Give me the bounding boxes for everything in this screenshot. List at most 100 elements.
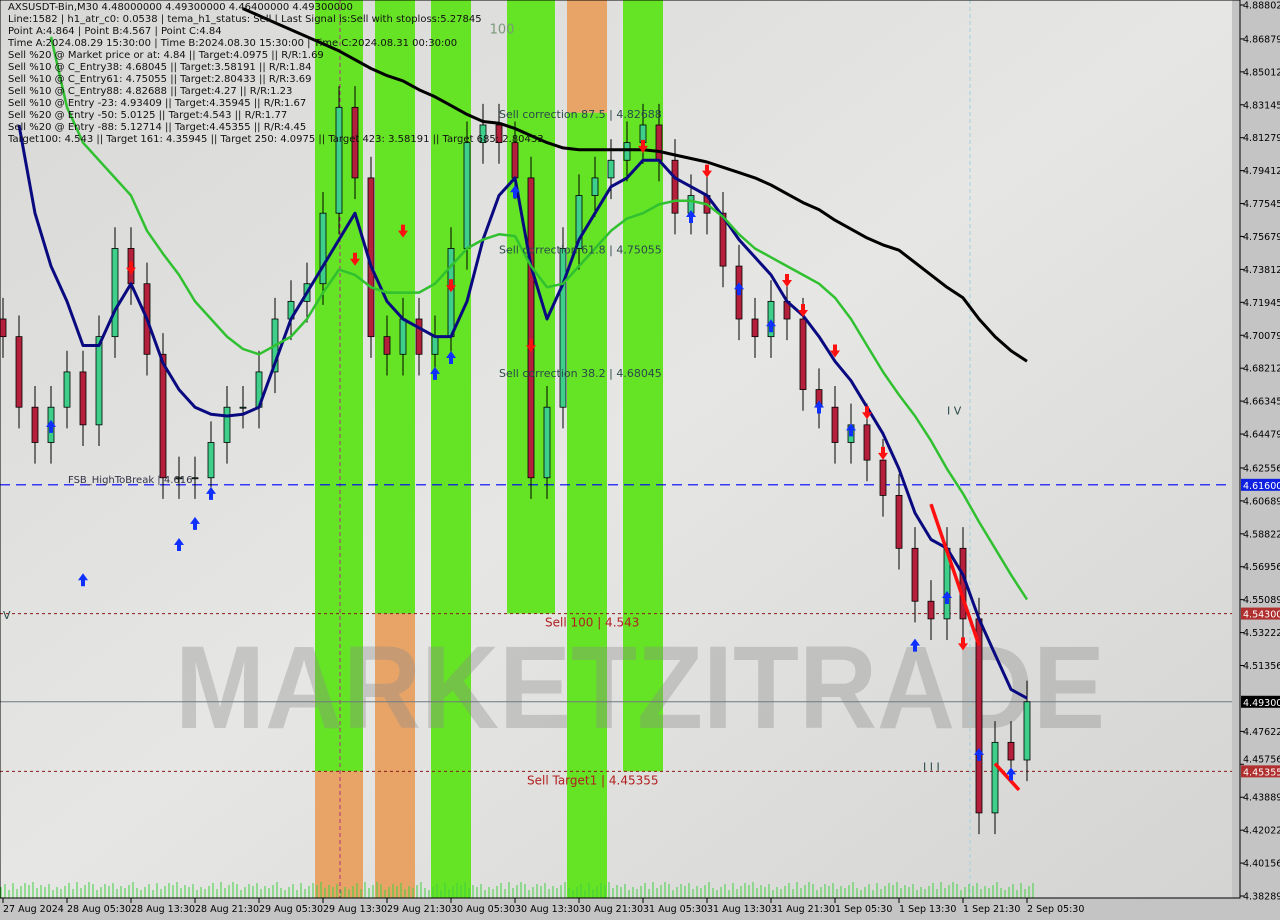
bearish-candle — [895, 495, 903, 549]
bearish-candle — [527, 177, 535, 479]
y-tick-label: 4.60689 — [1243, 496, 1280, 507]
info-line: Sell %10 @ C_Entry61: 4.75055 || Target:… — [8, 74, 312, 85]
bullish-candle — [191, 477, 199, 480]
bearish-candle — [911, 547, 919, 602]
bullish-candle — [575, 195, 583, 249]
bullish-candle — [431, 336, 439, 355]
signal-zone-green — [375, 0, 415, 614]
level-label: Sell 100 | 4.543 — [545, 616, 639, 630]
x-tick-label: 30 Aug 21:30 — [579, 904, 643, 915]
bullish-candle — [447, 248, 455, 338]
bullish-candle — [591, 177, 599, 196]
y-tick-label: 4.66345 — [1243, 397, 1280, 408]
price-tag-label: 4.49300 — [1243, 698, 1280, 709]
y-tick-label: 4.56956 — [1243, 562, 1280, 573]
y-tick-label: 4.64479 — [1243, 430, 1280, 441]
price-tag — [1241, 478, 1280, 491]
buy-arrow-icon — [174, 538, 184, 552]
bearish-candle — [0, 318, 7, 338]
signal-zone-orange — [567, 0, 607, 113]
bearish-candle — [975, 618, 983, 814]
y-tick-label: 4.47622 — [1243, 727, 1280, 738]
bearish-candle — [831, 406, 839, 443]
bearish-candle — [879, 459, 887, 496]
sell-arrow-icon — [526, 339, 536, 353]
bullish-candle — [63, 371, 71, 408]
bullish-candle — [559, 248, 567, 408]
y-tick-label: 4.71945 — [1243, 298, 1280, 309]
y-tick-label: 4.42022 — [1243, 826, 1280, 837]
x-tick-label: 31 Aug 13:30 — [707, 904, 771, 915]
info-line: Sell %10 @ Entry -23: 4.93409 || Target:… — [8, 98, 307, 109]
chart-header: AXSUSDT-Bin,M30 4.48000000 4.49300000 4.… — [8, 2, 353, 13]
sell-arrow-icon — [862, 406, 872, 420]
x-tick-label: 30 Aug 05:30 — [451, 904, 515, 915]
buy-arrow-icon — [510, 185, 520, 199]
plot-border — [0, 0, 1241, 899]
buy-arrow-icon — [686, 209, 696, 223]
y-tick-label: 4.45756 — [1243, 754, 1280, 765]
y-tick-label: 4.68212 — [1243, 364, 1280, 375]
x-tick-label: 29 Aug 05:30 — [259, 904, 323, 915]
buy-arrow-icon — [190, 516, 200, 530]
buy-arrow-icon — [446, 351, 456, 365]
bearish-candle — [751, 318, 759, 338]
green-ma-line — [49, 36, 1029, 601]
bearish-candle — [79, 371, 87, 426]
x-tick-label: 1 Sep 13:30 — [899, 904, 956, 915]
bullish-candle — [463, 142, 471, 249]
signal-zone-orange — [315, 771, 363, 898]
bullish-candle — [319, 212, 327, 285]
bearish-candle — [799, 318, 807, 390]
bullish-candle — [991, 741, 999, 814]
x-tick-label: 27 Aug 2024 — [3, 904, 64, 915]
bullish-candle — [623, 142, 631, 161]
bearish-candle — [863, 424, 871, 461]
bearish-candle — [15, 336, 23, 408]
indicator-info-panel: AXSUSDT-Bin,M30 4.48000000 4.49300000 4.… — [8, 2, 544, 146]
sell-arrow-icon — [702, 164, 712, 178]
y-tick-label: 4.51356 — [1243, 661, 1280, 672]
bearish-candle — [719, 212, 727, 267]
bullish-candle — [607, 159, 615, 179]
price-tag-label: 4.54300 — [1243, 610, 1280, 621]
buy-arrow-icon — [942, 590, 952, 604]
x-tick-label: 1 Sep 21:30 — [963, 904, 1020, 915]
sell-arrow-icon — [958, 637, 968, 651]
bullish-candle — [175, 477, 183, 480]
bullish-candle — [95, 336, 103, 426]
signal-zone-orange — [375, 613, 415, 898]
buy-arrow-icon — [1006, 767, 1016, 781]
x-tick-label: 28 Aug 21:30 — [195, 904, 259, 915]
chart-annotation: Sell correction 61.8 | 4.75055 — [499, 244, 662, 257]
buy-arrow-icon — [46, 419, 56, 433]
bullish-candle — [543, 406, 551, 479]
bearish-candle — [927, 600, 935, 620]
y-tick-label: 4.58822 — [1243, 529, 1280, 540]
bullish-candle — [239, 406, 247, 409]
y-tick-label: 4.40156 — [1243, 859, 1280, 870]
buy-arrow-icon — [430, 366, 440, 380]
level-label: Sell Target1 | 4.45355 — [527, 773, 659, 787]
bullish-candle — [335, 106, 343, 214]
x-tick-label: 2 Sep 05:30 — [1027, 904, 1084, 915]
x-tick-label: 29 Aug 21:30 — [387, 904, 451, 915]
bearish-candle — [415, 318, 423, 355]
chart-annotation: I V — [947, 404, 962, 417]
bullish-candle — [479, 124, 487, 144]
bullish-candle — [767, 300, 775, 338]
chart-annotation: Sell correction 38.2 | 4.68045 — [499, 367, 662, 380]
buy-arrow-icon — [910, 638, 920, 652]
y-tick-label: 4.62556 — [1243, 463, 1280, 474]
x-tick-label: 29 Aug 13:30 — [323, 904, 387, 915]
buy-arrow-icon — [206, 486, 216, 500]
chart-annotation: Sell correction 87.5 | 4.82688 — [499, 108, 662, 121]
y-tick-label: 4.77545 — [1243, 199, 1280, 210]
bearish-candle — [159, 353, 167, 479]
trend-line — [993, 762, 1021, 792]
sell-arrow-icon — [446, 279, 456, 293]
sell-arrow-icon — [782, 273, 792, 287]
info-line: Target100: 4.543 || Target 161: 4.35945 … — [8, 134, 544, 145]
